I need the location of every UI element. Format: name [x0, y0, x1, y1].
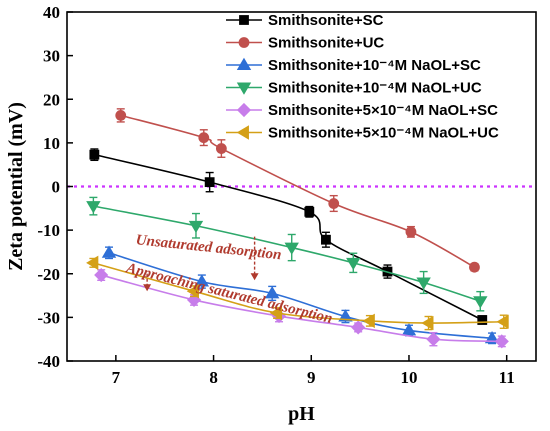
legend-item-0: Smithsonite+SC: [226, 12, 384, 29]
data-point: [496, 314, 509, 329]
data-point: [346, 257, 361, 271]
data-point: [86, 201, 101, 214]
data-point: [264, 286, 280, 299]
x-tick-label: 7: [112, 368, 121, 387]
data-point: [115, 109, 127, 121]
series-5: [86, 255, 509, 331]
legend-label: Smithsonite+5×10⁻⁴M NaOL+UC: [268, 125, 499, 142]
data-point: [477, 315, 488, 325]
data-point: [304, 206, 315, 217]
series-3: [86, 196, 488, 312]
legend-label: Smithsonite+10⁻⁴M NaOL+SC: [268, 57, 481, 74]
legend-marker: [236, 57, 252, 70]
data-point: [186, 284, 199, 299]
legend-label: Smithsonite+SC: [268, 12, 384, 29]
legend-marker: [238, 37, 250, 48]
legend-item-1: Smithsonite+UC: [226, 35, 384, 52]
legend-label: Smithsonite+10⁻⁴M NaOL+UC: [268, 80, 482, 97]
legend-item-5: Smithsonite+5×10⁻⁴M NaOL+UC: [226, 125, 499, 142]
x-axis-label: pH: [288, 403, 315, 425]
legend-label: Smithsonite+UC: [268, 35, 384, 52]
y-axis-label: Zeta potential (mV): [5, 102, 27, 271]
data-point: [401, 323, 417, 336]
annotation-approaching-saturated: Approaching saturated adsorption: [124, 260, 334, 327]
data-point: [204, 177, 215, 188]
data-point: [473, 296, 488, 309]
legend-item-4: Smithsonite+5×10⁻⁴M NaOL+SC: [226, 102, 498, 119]
data-point: [416, 277, 431, 290]
data-point: [362, 313, 375, 329]
data-point: [338, 309, 353, 322]
y-tick-label: 30: [43, 47, 60, 66]
legend-item-2: Smithsonite+10⁻⁴M NaOL+SC: [226, 57, 481, 74]
x-tick-label: 8: [209, 368, 218, 387]
axis-layer: 7 8 9 10 11 -40 -30 -20 -10 0 10 20 30 40: [37, 3, 514, 387]
y-tick-label: 10: [43, 134, 60, 153]
y-tick-label: -40: [37, 352, 60, 371]
data-point: [494, 334, 509, 349]
legend: Smithsonite+SC Smithsonite+UC Smithsonite+…: [226, 12, 499, 142]
data-point: [328, 198, 340, 209]
data-point: [94, 267, 109, 283]
y-tick-label: 40: [43, 3, 60, 22]
y-tick-label: -10: [37, 221, 60, 240]
legend-marker: [236, 82, 252, 95]
legend-marker: [236, 125, 249, 140]
arrow-lower-head: [143, 284, 152, 292]
data-point: [86, 255, 99, 271]
data-point: [269, 305, 283, 321]
x-tick-label: 10: [400, 368, 417, 387]
data-point: [198, 132, 210, 144]
data-point: [405, 226, 417, 238]
data-point: [188, 220, 204, 234]
series-layer: [86, 108, 509, 349]
data-point: [351, 320, 366, 335]
series-1: [115, 108, 480, 273]
legend-label: Smithsonite+5×10⁻⁴M NaOL+SC: [268, 102, 498, 119]
x-tick-label: 9: [307, 368, 316, 387]
legend-marker: [236, 102, 252, 118]
y-tick-label: -20: [37, 265, 60, 284]
series-line: [94, 153, 483, 321]
series-2: [101, 245, 500, 345]
data-point: [101, 245, 117, 258]
data-point: [484, 331, 500, 344]
series-line: [108, 252, 493, 340]
y-tick-label: 0: [52, 178, 61, 197]
y-tick-label: 20: [43, 90, 60, 109]
data-point: [469, 261, 480, 273]
legend-item-3: Smithsonite+10⁻⁴M NaOL+UC: [226, 80, 482, 97]
y-tick-label: -30: [37, 308, 60, 327]
x-tick-label: 11: [499, 368, 515, 387]
data-point: [284, 242, 299, 255]
arrow-upper-head: [250, 273, 259, 281]
data-point: [215, 143, 227, 154]
legend-marker: [239, 15, 249, 25]
data-point: [421, 315, 434, 331]
annotation-unsaturated: Unsaturated adsorption: [135, 232, 282, 263]
data-point: [321, 234, 331, 245]
data-point: [426, 332, 441, 347]
data-point: [89, 149, 100, 160]
data-point: [194, 274, 210, 287]
